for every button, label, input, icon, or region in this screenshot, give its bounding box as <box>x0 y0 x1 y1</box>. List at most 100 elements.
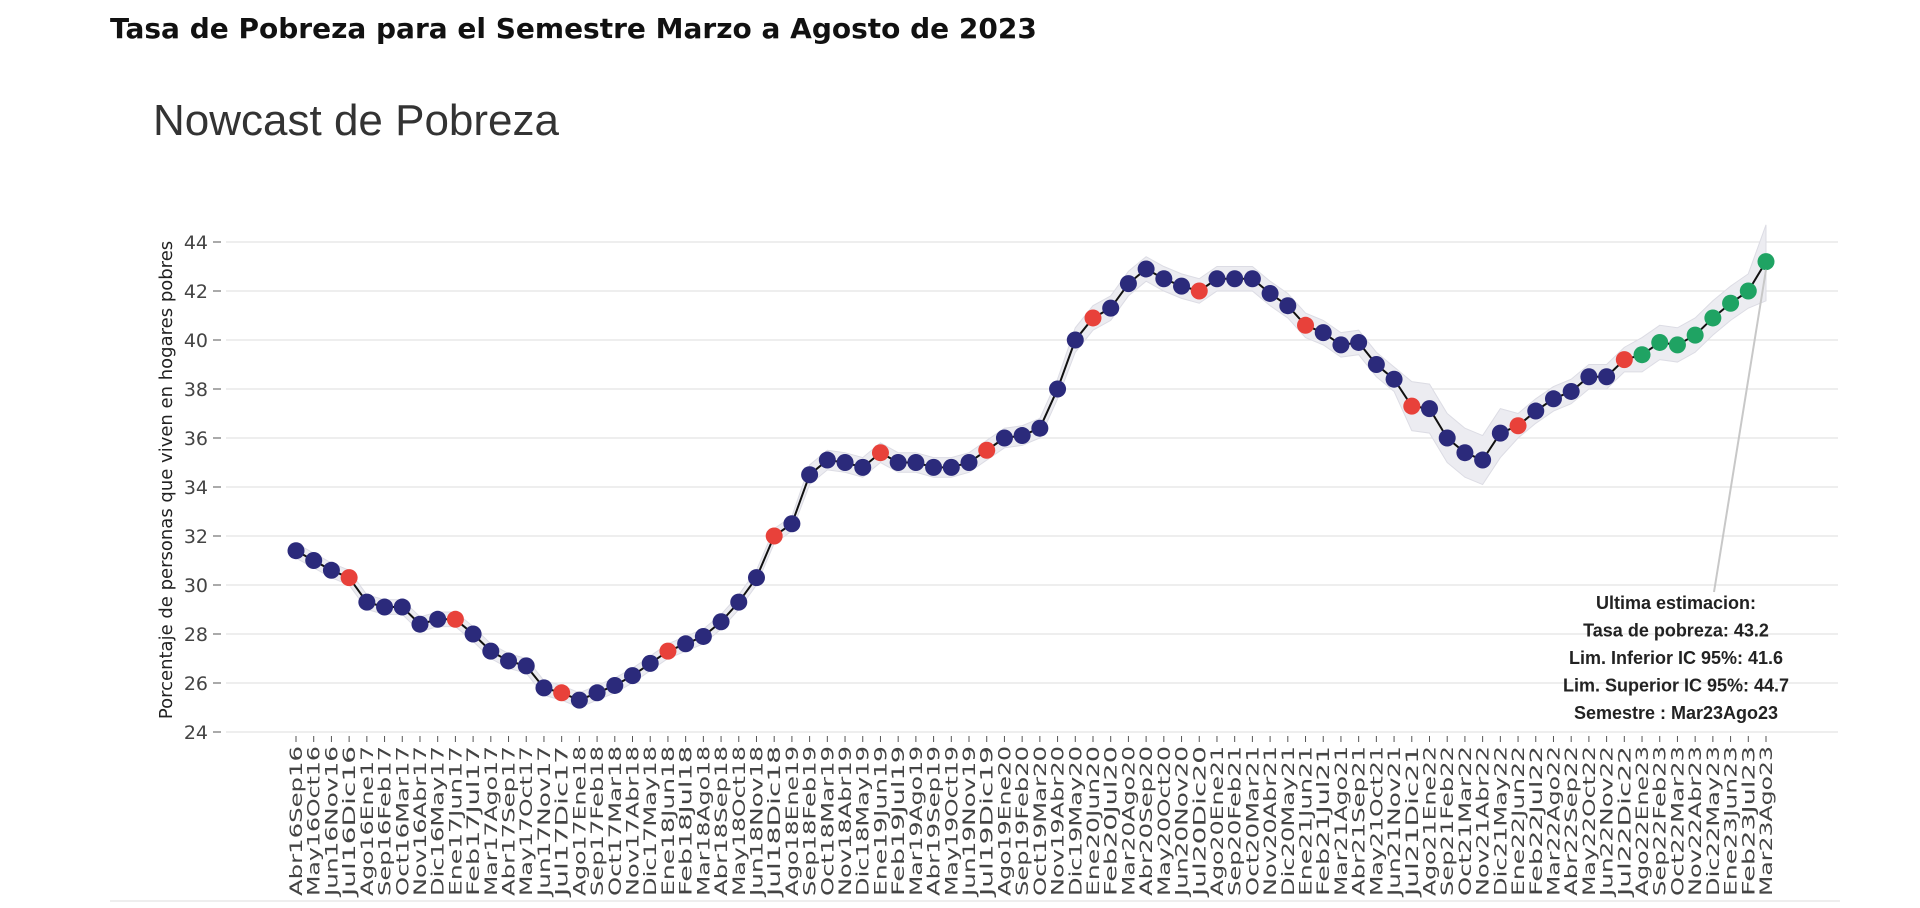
x-tick-label: Nov22Abr23 <box>1686 746 1706 896</box>
y-tick-label: 44 <box>184 232 208 254</box>
x-tick-label: Ago22Ene23 <box>1633 746 1653 896</box>
x-tick-label: May18Oct18 <box>730 746 750 896</box>
point <box>1722 294 1740 312</box>
point <box>942 458 960 476</box>
point <box>1615 351 1633 369</box>
x-tick-label: Mar19Ago19 <box>907 746 927 896</box>
x-tick-label: Abr18Sep18 <box>712 746 732 896</box>
annotation-line: Lim. Inferior IC 95%: 41.6 <box>1569 648 1783 668</box>
x-tick-label: Sep18Feb19 <box>801 746 821 896</box>
annotation-line: Tasa de pobreza: 43.2 <box>1583 621 1769 641</box>
confidence-band <box>295 224 1767 709</box>
point <box>1739 282 1757 300</box>
point <box>1385 370 1403 388</box>
x-labels: Abr16Sep16May16Oct16Jun16Nov16Jul16Dic16… <box>287 736 1777 898</box>
x-tick-label: May19Oct19 <box>942 746 962 896</box>
x-tick-label: Dic16May17 <box>429 746 449 896</box>
point <box>1350 333 1368 351</box>
x-tick-label: Ene19Jun19 <box>871 746 891 896</box>
point <box>1474 451 1492 469</box>
point <box>1438 429 1456 447</box>
x-tick-label: Oct21Mar22 <box>1456 746 1476 896</box>
y-tick-label: 36 <box>184 428 208 450</box>
point <box>765 527 783 545</box>
annotation-line: Ultima estimacion: <box>1596 593 1756 613</box>
page-header: Tasa de Pobreza para el Semestre Marzo a… <box>110 12 1037 45</box>
x-tick-label: Ago19Ene20 <box>995 746 1015 896</box>
point <box>1668 336 1686 354</box>
x-tick-label: Sep21Feb22 <box>1438 746 1458 896</box>
x-tick-label: Nov16Abr17 <box>411 746 431 896</box>
point <box>500 652 518 670</box>
point <box>1049 380 1067 398</box>
x-tick-label: Ago17Ene18 <box>570 746 590 896</box>
point <box>1155 270 1173 288</box>
point <box>659 642 677 660</box>
point <box>1279 297 1297 315</box>
point <box>322 561 340 579</box>
point <box>747 569 765 587</box>
point <box>1544 390 1562 408</box>
x-tick-label: May22Oct22 <box>1580 746 1600 896</box>
x-tick-label: Dic19May20 <box>1066 746 1086 896</box>
point <box>995 429 1013 447</box>
x-tick-label: Mar20Ago20 <box>1119 746 1139 896</box>
x-tick-label: Dic22May23 <box>1704 746 1724 896</box>
x-tick-label: Jul18Dic18 <box>765 746 785 898</box>
point <box>783 515 801 533</box>
x-tick-label: Jul16Dic16 <box>340 746 360 898</box>
point <box>535 679 553 697</box>
x-tick-label: Nov20Abr21 <box>1261 746 1281 896</box>
x-tick-label: Nov19Abr20 <box>1049 746 1069 896</box>
x-tick-label: Jun16Nov16 <box>322 746 342 897</box>
x-tick-label: Sep17Feb18 <box>588 746 608 896</box>
x-tick-label: Feb18Jul18 <box>677 746 697 896</box>
point <box>836 454 854 471</box>
point <box>1704 309 1722 327</box>
x-tick-label: Abr16Sep16 <box>287 746 307 896</box>
x-tick-label: Dic18May19 <box>854 746 874 896</box>
x-tick-label: May20Oct20 <box>1155 746 1175 896</box>
point <box>624 667 642 685</box>
x-tick-label: Oct22Mar23 <box>1668 746 1688 896</box>
x-tick-label: Nov21Abr22 <box>1474 746 1494 896</box>
x-tick-label: Jun19Nov19 <box>960 746 980 897</box>
x-tick-label: Feb19Jul19 <box>889 746 909 896</box>
point <box>1332 336 1350 354</box>
point <box>818 451 836 469</box>
x-tick-label: Ene18Jun18 <box>659 746 679 896</box>
x-tick-label: Sep16Feb17 <box>376 746 396 896</box>
point <box>305 552 323 569</box>
point <box>446 610 464 628</box>
point <box>871 444 889 462</box>
point <box>889 454 907 471</box>
point <box>1527 402 1545 420</box>
y-tick-label: 42 <box>184 281 208 303</box>
point <box>358 593 376 611</box>
x-tick-label: Abr20Sep20 <box>1137 746 1157 896</box>
x-tick-label: Ago21Ene22 <box>1420 746 1440 896</box>
y-axis-label: Porcentaje de personas que viven en hoga… <box>156 241 177 719</box>
point <box>1190 282 1208 300</box>
x-tick-label: Oct18Mar19 <box>818 746 838 896</box>
point <box>1119 275 1137 293</box>
x-tick-label: May16Oct16 <box>305 746 325 896</box>
point <box>1208 270 1226 288</box>
point <box>1580 368 1598 386</box>
point <box>641 654 659 672</box>
point <box>1066 331 1084 349</box>
x-tick-label: Mar23Ago23 <box>1757 746 1777 896</box>
point <box>1456 444 1474 462</box>
x-tick-label: Ago16Ene17 <box>358 746 378 896</box>
x-tick-label: Mar17Ago17 <box>482 746 502 896</box>
point <box>570 691 588 709</box>
x-tick-label: Jul22Dic22 <box>1615 746 1635 898</box>
point <box>376 598 394 616</box>
chart-title: Nowcast de Pobreza <box>153 96 560 145</box>
point <box>1297 316 1315 334</box>
point <box>1509 417 1527 435</box>
point <box>1491 424 1509 442</box>
point <box>1243 270 1261 288</box>
x-tick-label: Jul21Dic21 <box>1403 746 1423 898</box>
x-tick-label: Ene17Jun17 <box>446 746 466 896</box>
